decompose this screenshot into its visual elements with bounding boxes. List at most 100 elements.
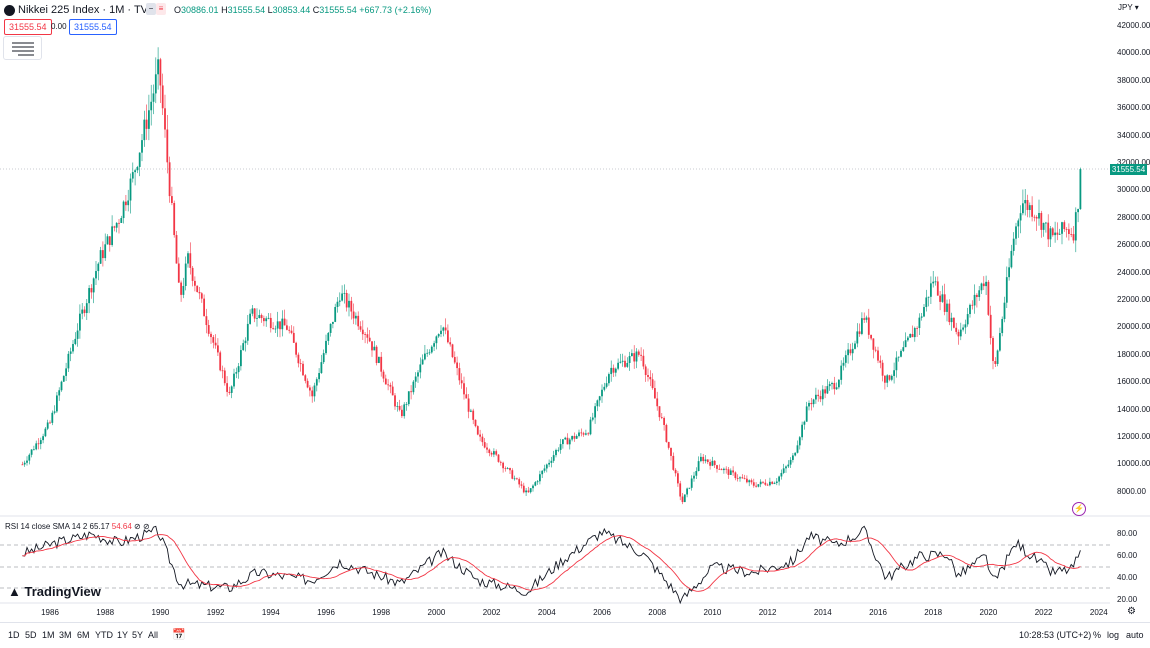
candle [923, 307, 925, 317]
candle [49, 422, 51, 424]
candle [334, 307, 337, 322]
candle [819, 396, 822, 400]
candle [598, 396, 601, 401]
log-toggle[interactable]: log [1107, 630, 1120, 640]
candle [313, 385, 316, 397]
timeframe-button[interactable]: 5Y [132, 630, 144, 640]
candle [479, 434, 481, 437]
timeframe-button[interactable]: 1D [8, 630, 20, 640]
timeframe-button[interactable]: 1Y [117, 630, 129, 640]
candle [826, 386, 829, 394]
candle [766, 484, 769, 486]
candle [246, 323, 249, 341]
candle [755, 485, 757, 487]
candle [39, 440, 42, 445]
symbol-title[interactable]: Nikkei 225 Index · 1M · TVC [18, 4, 156, 16]
candle [516, 478, 518, 480]
candle [587, 433, 590, 435]
candle [603, 386, 606, 390]
candle [368, 337, 371, 342]
market-open-icon[interactable]: − [146, 3, 156, 15]
timeframe-button[interactable]: 5D [25, 630, 37, 640]
change-value: +667.73 (+2.16%) [359, 5, 432, 15]
candle [106, 236, 109, 245]
date-range-icon[interactable]: 📅 [172, 629, 186, 641]
candle [260, 315, 263, 319]
candle [343, 292, 346, 294]
timeframe-button[interactable]: YTD [95, 630, 113, 640]
price-axis-label: 26000.00 [1117, 240, 1150, 250]
chart-settings-icon[interactable]: ⚙ [1127, 606, 1136, 617]
candle [297, 354, 300, 364]
candle [585, 433, 587, 435]
candle [99, 250, 102, 264]
candle [1022, 203, 1024, 214]
hide-icon[interactable]: ⊘ [134, 522, 141, 531]
candle [74, 338, 77, 345]
price-axis-label: 18000.00 [1117, 349, 1150, 359]
candle [407, 391, 410, 405]
auto-toggle[interactable]: auto [1126, 630, 1144, 640]
high-label: H [221, 5, 228, 15]
candle [375, 346, 378, 363]
candle [42, 436, 44, 441]
timeframe-button[interactable]: 1M [42, 630, 55, 640]
candle [966, 314, 969, 325]
candle [552, 455, 555, 461]
candle [782, 468, 785, 473]
candle [833, 382, 836, 390]
candle [453, 357, 456, 363]
candle [251, 308, 254, 314]
candle [877, 350, 879, 361]
candle [656, 398, 659, 407]
alert-bolt-icon[interactable]: ⚡ [1072, 502, 1086, 516]
candle [907, 337, 909, 341]
candle [449, 342, 452, 345]
timeframe-button[interactable]: All [148, 630, 159, 640]
candle [801, 424, 803, 438]
candle [189, 253, 192, 268]
object-tree-button[interactable] [3, 36, 42, 60]
currency-selector[interactable]: JPY ▾ [1118, 3, 1139, 12]
candle [373, 346, 376, 351]
time-axis-label: 2014 [813, 608, 832, 617]
candle [568, 439, 571, 445]
clock[interactable]: 10:28:53 (UTC+2) [1019, 630, 1092, 640]
candle [81, 309, 84, 314]
candle [341, 293, 343, 301]
candle [879, 360, 882, 363]
candle [141, 140, 143, 153]
timeframe-button[interactable]: 3M [59, 630, 72, 640]
tradingview-logo[interactable]: ▲ TradingView [8, 584, 101, 599]
flag-icon[interactable]: ≡ [156, 3, 166, 15]
candle [884, 375, 886, 383]
candle [355, 315, 357, 319]
candle [520, 484, 523, 486]
rsi-legend[interactable]: RSI 14 close SMA 14 2 65.17 54.64 ⊘ ⊘ [5, 522, 150, 531]
candle [681, 496, 684, 503]
candle [621, 360, 624, 362]
candle [842, 362, 845, 366]
candle [332, 321, 334, 324]
candle [985, 281, 987, 287]
candle [88, 288, 90, 304]
candle [161, 85, 164, 109]
candle [789, 459, 792, 465]
candle [35, 443, 38, 450]
price-axis-label: 38000.00 [1117, 75, 1150, 85]
settings-icon[interactable]: ⊘ [142, 522, 150, 531]
candle [939, 295, 941, 302]
sell-button[interactable]: 31555.54 [4, 19, 52, 35]
percent-toggle[interactable]: % [1093, 630, 1102, 640]
time-axis-label: 1986 [41, 608, 59, 617]
candle [187, 253, 189, 264]
buy-button[interactable]: 31555.54 [69, 19, 117, 35]
timeframe-button[interactable]: 6M [77, 630, 90, 640]
candle [194, 280, 196, 286]
candle [683, 494, 686, 503]
candle [964, 324, 967, 328]
candle [1056, 232, 1059, 235]
time-axis-label: 2016 [869, 608, 887, 617]
candle [405, 404, 408, 405]
